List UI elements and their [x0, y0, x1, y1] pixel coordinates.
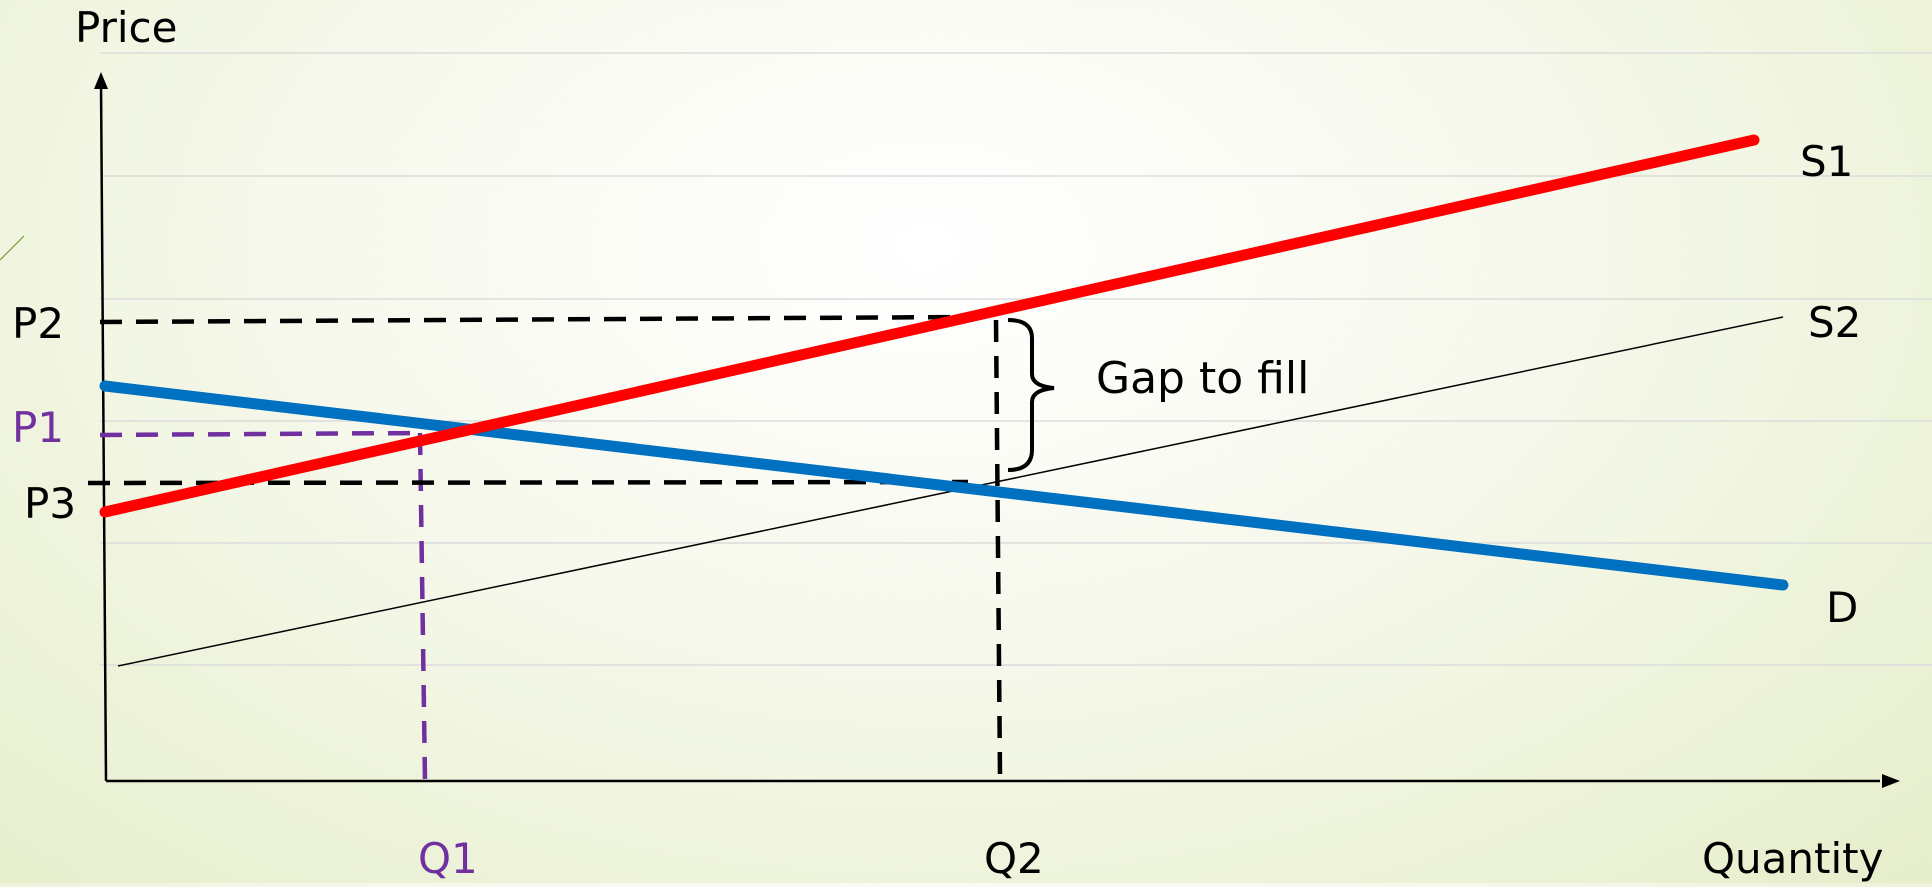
y-axis-arrowhead: [94, 72, 108, 89]
d-label: D: [1826, 583, 1858, 632]
s2-label: S2: [1808, 298, 1861, 347]
q1-guide-line: [417, 432, 428, 782]
p1-guide-line: [99, 430, 421, 438]
gap-to-fill-annotation: Gap to fill: [1096, 353, 1309, 404]
q2-guide-line: [993, 319, 1003, 777]
p2-guide-line: [99, 314, 969, 325]
y-axis-label: Price: [75, 3, 177, 52]
q2-label: Q2: [984, 834, 1044, 883]
s1-label: S1: [1800, 137, 1853, 186]
q1-p1-guides: [99, 430, 428, 782]
slide-decoration: [0, 235, 25, 261]
q2-guides: [87, 314, 1003, 777]
y-axis: [99, 81, 108, 782]
p2-label: P2: [12, 299, 64, 348]
p3-label: P3: [24, 479, 76, 528]
gap-bracket: [1007, 318, 1055, 472]
p1-label: P1: [12, 403, 64, 452]
d-demand-line: [99, 380, 1789, 591]
q1-label: Q1: [418, 834, 478, 883]
s1-supply-line: [99, 134, 1760, 518]
x-axis-label: Quantity: [1702, 834, 1884, 883]
axes: [99, 81, 1880, 783]
x-axis-arrowhead: [1882, 774, 1900, 788]
